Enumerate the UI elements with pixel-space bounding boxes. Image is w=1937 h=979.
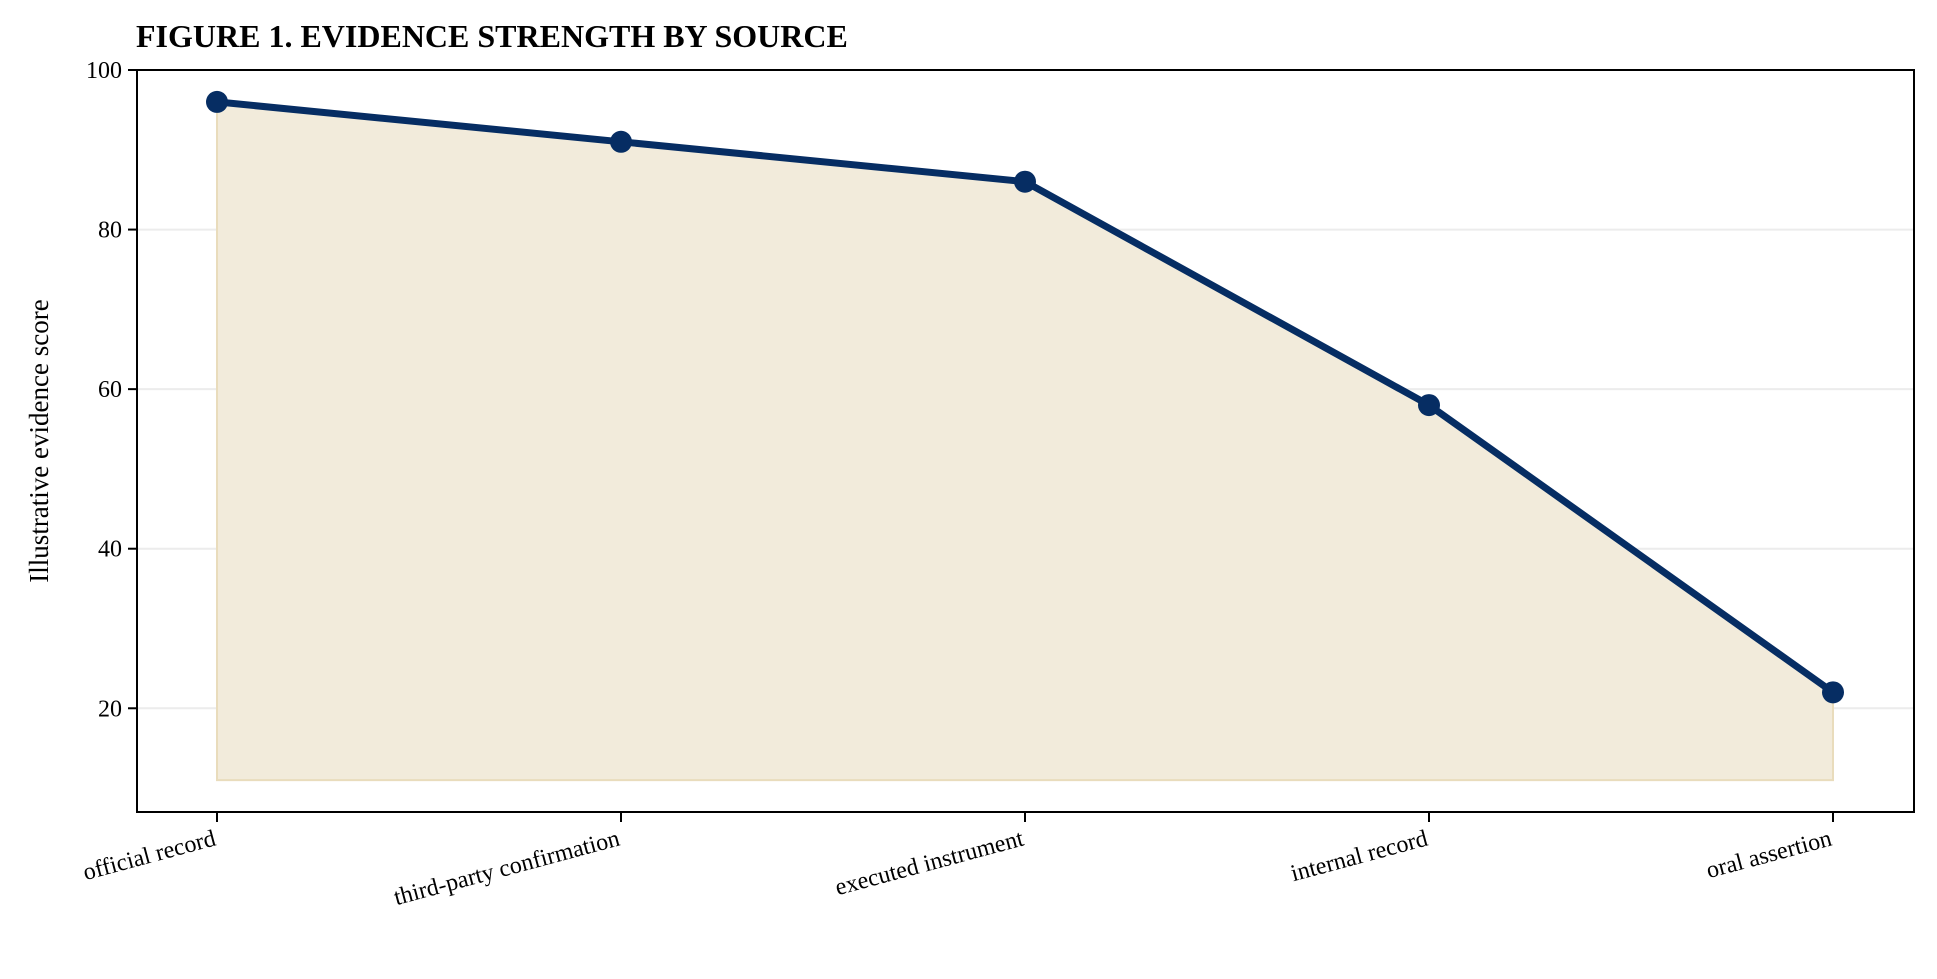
data-point (1014, 170, 1036, 193)
data-point (206, 90, 228, 113)
data-point (1822, 681, 1844, 704)
data-points (206, 90, 1844, 704)
data-point (1418, 394, 1440, 417)
data-point (610, 130, 632, 153)
y-tick-label: 40 (98, 537, 122, 563)
y-tick-label: 100 (86, 58, 122, 84)
x-tick-label: official record (80, 826, 218, 886)
y-axis: 20 40 60 80 100 (86, 58, 137, 722)
y-axis-label: Illustrative evidence score (24, 299, 54, 582)
x-tick-label: executed instrument (832, 826, 1026, 901)
x-axis: official record third-party confirmation e… (80, 812, 1835, 911)
x-tick-label: oral assertion (1704, 826, 1835, 884)
area-fill (216, 100, 1834, 782)
y-tick-label: 80 (98, 218, 122, 244)
x-tick-label: third-party confirmation (391, 826, 622, 911)
area-fill-layer (216, 100, 1834, 782)
y-tick-label: 20 (98, 696, 122, 722)
y-tick-label: 60 (98, 377, 122, 403)
chart-title: FIGURE 1. EVIDENCE STRENGTH BY SOURCE (136, 18, 848, 54)
x-tick-label: internal record (1288, 826, 1431, 888)
